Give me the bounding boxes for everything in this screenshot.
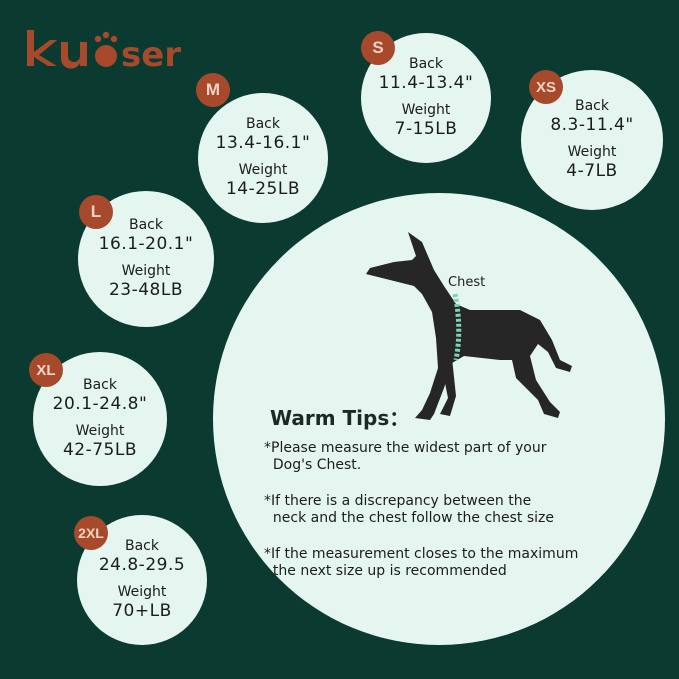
warm-tips-title: Warm Tips： (270, 406, 410, 430)
weight-value: 23-48LB (108, 280, 184, 300)
size-badge-s: S (361, 31, 395, 65)
tip-item: *If there is a discrepancy between the n… (264, 493, 555, 526)
back-value: 20.1-24.8" (52, 394, 148, 414)
weight-label: Weight (121, 263, 171, 279)
size-badge-xs: XS (529, 70, 563, 104)
size-badge-l: L (79, 195, 113, 229)
weight-value: 14-25LB (225, 179, 301, 199)
back-value: 24.8-29.5 (98, 555, 186, 575)
weight-label: Weight (75, 423, 125, 439)
chest-label: Chest (448, 275, 486, 290)
back-label: Back (83, 377, 117, 393)
back-label: Back (575, 98, 609, 114)
weight-label: Weight (567, 144, 617, 160)
back-label: Back (125, 538, 159, 554)
back-label: Back (129, 217, 163, 233)
weight-label: Weight (117, 584, 167, 600)
size-badge-m: M (196, 73, 230, 107)
back-value: 11.4-13.4" (378, 73, 474, 93)
tip-item: *If the measurement closes to the maximu… (264, 546, 579, 579)
back-label: Back (409, 56, 443, 72)
tip-item: *Please measure the widest part of your … (264, 440, 547, 473)
kuoser-logo: ser (24, 22, 199, 76)
weight-value: 7-15LB (394, 119, 458, 139)
size-badge-2xl: 2XL (74, 516, 108, 550)
svg-text:ser: ser (121, 35, 181, 72)
weight-label: Weight (238, 162, 288, 178)
back-value: 8.3-11.4" (550, 115, 634, 135)
measurement-guide (213, 193, 665, 645)
weight-value: 4-7LB (566, 161, 618, 181)
back-value: 16.1-20.1" (98, 234, 194, 254)
size-badge-xl: XL (29, 353, 63, 387)
size-card-m: Back 13.4-16.1" Weight 14-25LB (198, 93, 328, 223)
weight-value: 42-75LB (62, 440, 138, 460)
back-value: 13.4-16.1" (215, 133, 311, 153)
weight-value: 70+LB (112, 601, 172, 621)
weight-label: Weight (401, 102, 451, 118)
dog-silhouette-icon (366, 232, 572, 420)
back-label: Back (246, 116, 280, 132)
